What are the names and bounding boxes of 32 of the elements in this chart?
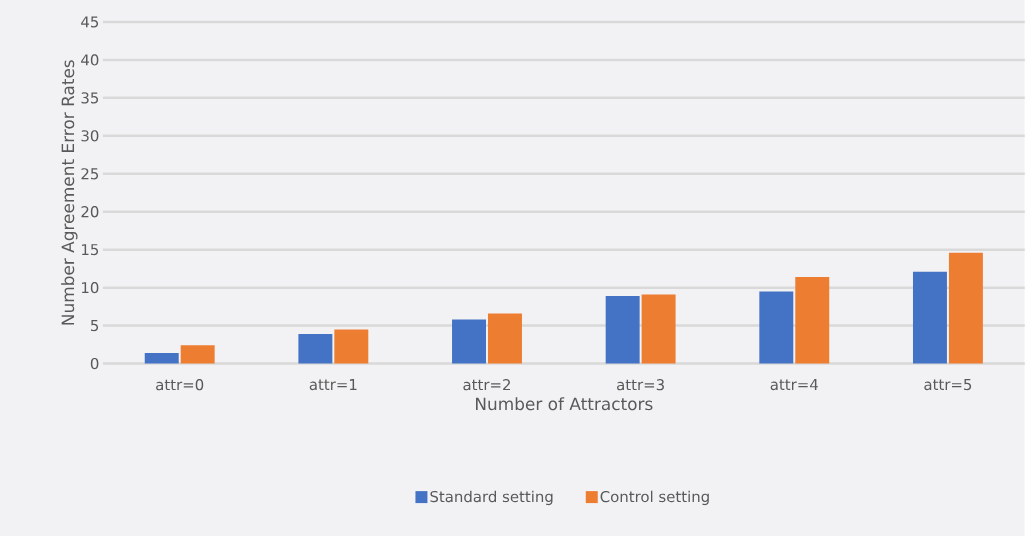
bar <box>641 294 676 364</box>
bar <box>759 291 794 364</box>
bar <box>334 329 369 364</box>
bar <box>912 271 947 364</box>
y-axis-title: Number Agreement Error Rates <box>61 59 78 325</box>
x-tick-label: attr=4 <box>770 378 818 390</box>
y-tick-label: 40 <box>81 54 99 66</box>
bar <box>487 313 522 364</box>
y-tick-label: 30 <box>81 130 99 142</box>
y-tick-label: 5 <box>91 319 99 331</box>
legend-label: Standard setting <box>430 490 553 505</box>
x-tick-label: attr=3 <box>617 378 664 391</box>
bar <box>605 295 640 364</box>
y-tick-label: 45 <box>81 16 99 28</box>
x-tick-label: attr=1 <box>309 378 357 390</box>
y-tick-label: 10 <box>82 281 99 294</box>
y-tick-label: 15 <box>82 243 99 256</box>
x-tick-label: attr=0 <box>156 378 204 391</box>
y-tick-label: 35 <box>81 92 99 104</box>
bar <box>452 319 486 364</box>
x-tick-label: attr=2 <box>463 378 510 391</box>
x-tick-label: attr=5 <box>924 378 972 390</box>
x-axis-title: Number of Attractors <box>476 397 653 411</box>
y-tick-label: 0 <box>90 357 99 370</box>
y-tick-label: 20 <box>81 205 99 218</box>
legend-label: Control setting <box>600 490 709 505</box>
bar <box>298 333 333 364</box>
bar <box>180 345 215 364</box>
bar <box>795 276 830 364</box>
bar <box>948 252 983 364</box>
bar <box>144 352 179 364</box>
y-tick-label: 25 <box>81 167 99 180</box>
